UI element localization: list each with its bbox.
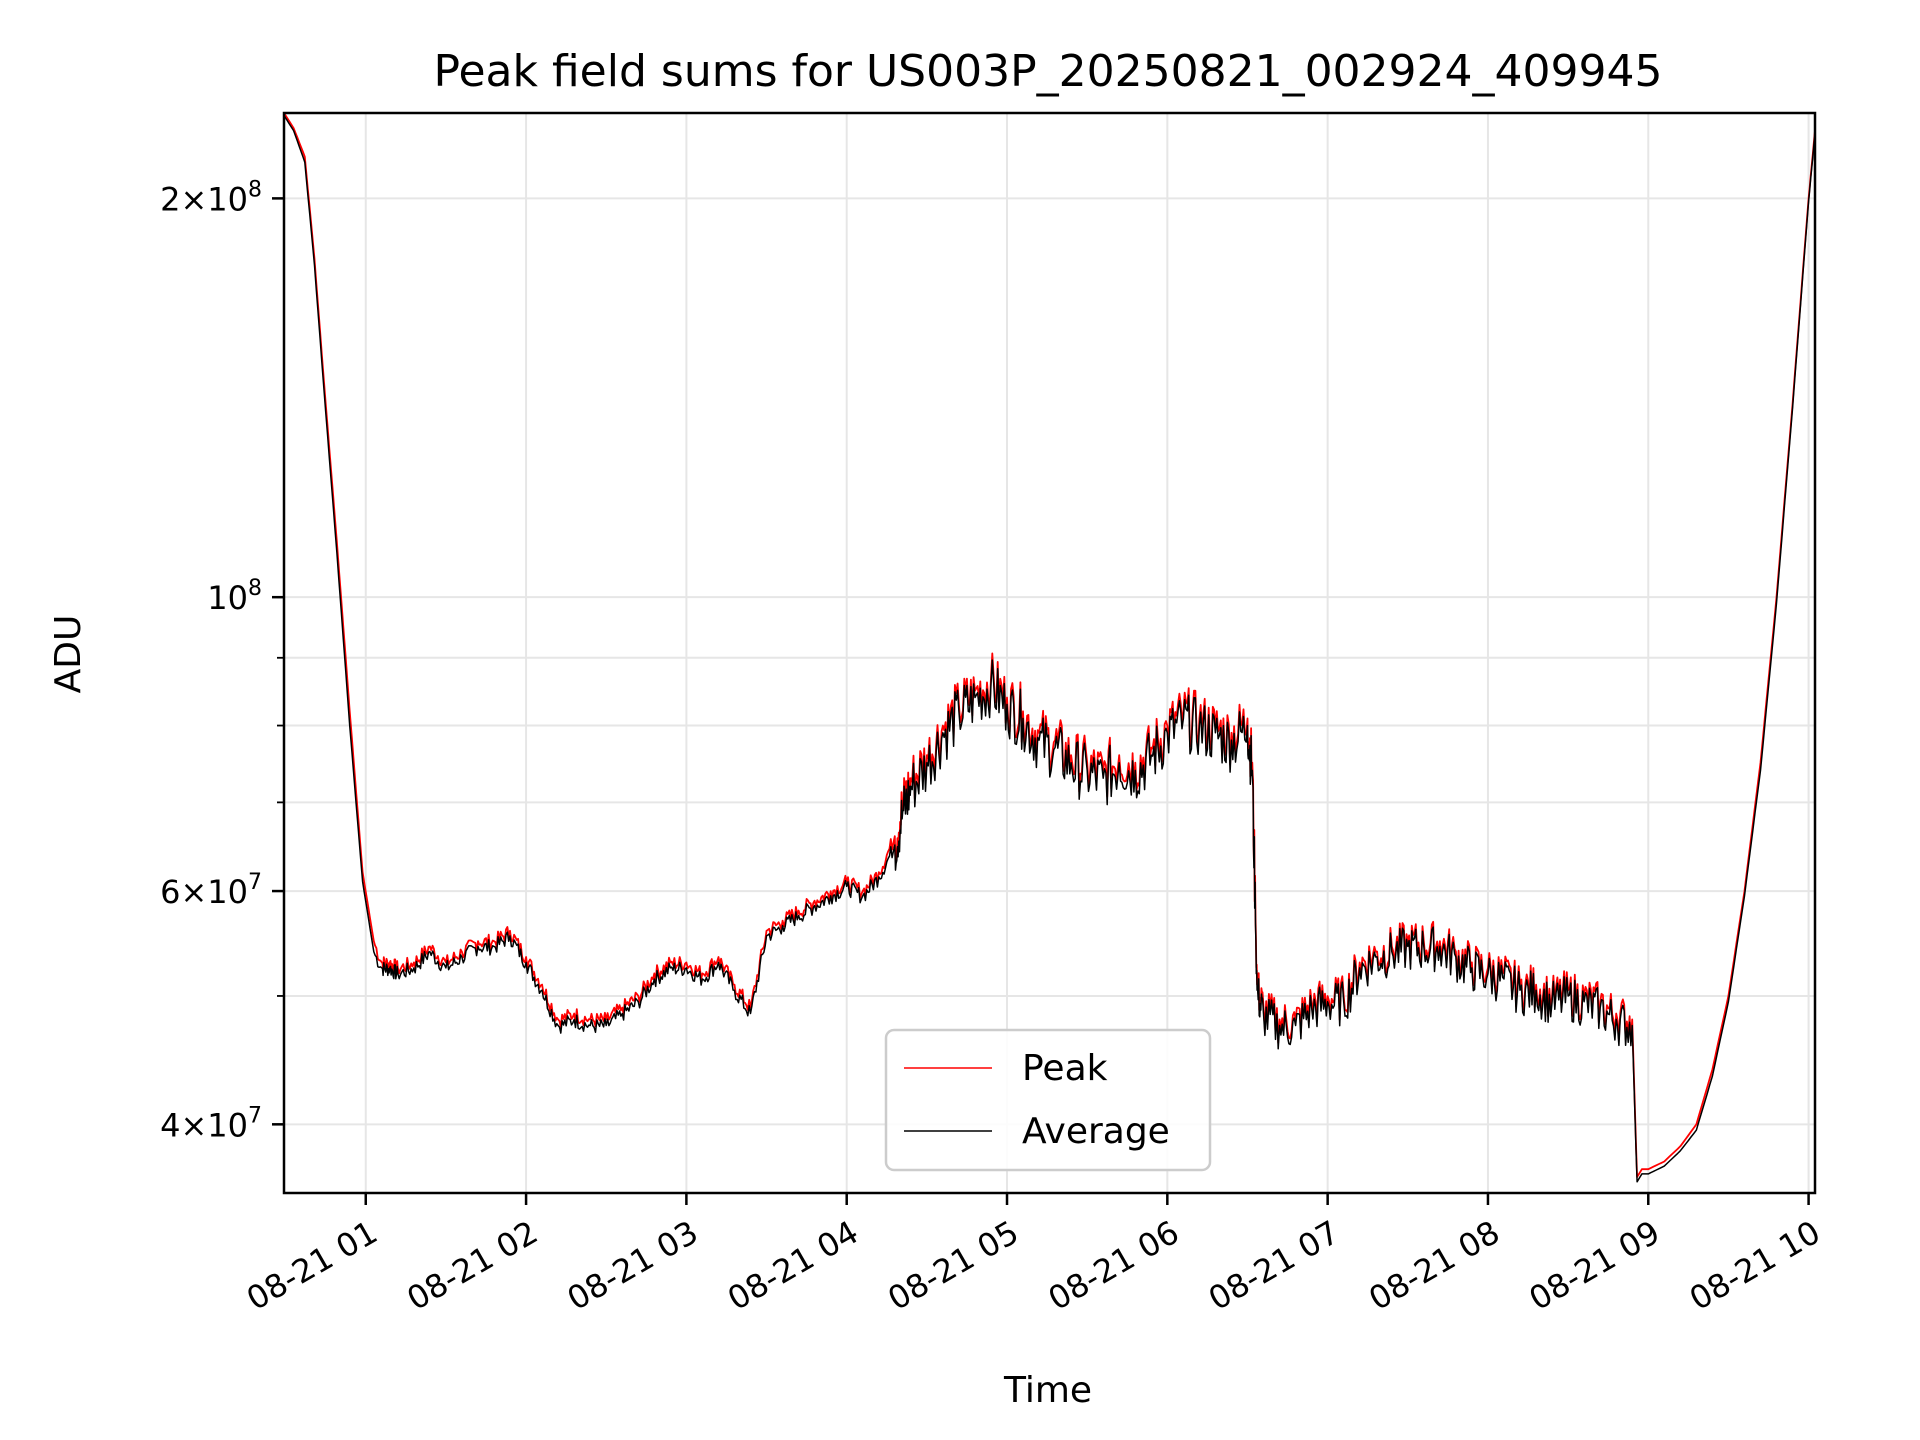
legend-peak-label: Peak [1022, 1048, 1108, 1089]
y-axis-label: ADU [48, 615, 89, 694]
legend-average-label: Average [1022, 1111, 1170, 1152]
x-axis-label: Time [1003, 1370, 1092, 1411]
plot-frame [282, 111, 1817, 1195]
series-lines [284, 113, 1815, 1183]
y-tick-label: 4×107 [160, 1103, 262, 1144]
y-axis-ticks: 4×107 6×107 108 2×108 [160, 177, 284, 1144]
y-tick-label: 2×108 [160, 177, 262, 218]
chart-title: Peak field sums for US003P_20250821_0029… [434, 46, 1663, 97]
legend[interactable]: Peak Average [884, 1028, 1212, 1172]
legend-box [884, 1028, 1212, 1172]
y-tick-label: 108 [207, 576, 262, 617]
series-line-average [284, 115, 1815, 1183]
y-tick-label: 6×107 [160, 870, 262, 911]
